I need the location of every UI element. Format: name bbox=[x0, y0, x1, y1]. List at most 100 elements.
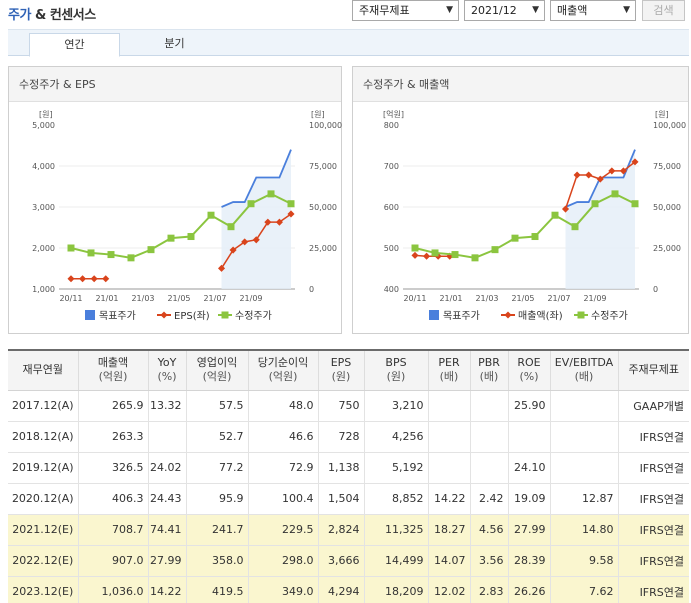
x-tick-label: 21/09 bbox=[583, 294, 606, 303]
title-separator: & bbox=[30, 8, 50, 23]
left-tick-label: 400 bbox=[384, 285, 399, 294]
table-header-row: 재무연월 매출액 (억원) YoY (%) 영업이익 (억원) 당기순이익 (억원) EPS (원)… bbox=[8, 350, 689, 391]
left-tick-label: 2,000 bbox=[32, 244, 55, 253]
legend-left-label: EPS(좌) bbox=[174, 310, 210, 322]
table-cell: 46.6 bbox=[247, 421, 318, 453]
price-point bbox=[411, 244, 419, 252]
period-select[interactable]: 2021/12 ▼ bbox=[464, 0, 545, 21]
table-cell: 28.39 bbox=[507, 545, 550, 577]
header-label: 재무연월 bbox=[22, 363, 63, 377]
top-bar: 주가 & 컨센서스 주재무제표 ▼ 2021/12 ▼ 매출액 ▼ 검색 bbox=[0, 0, 691, 26]
price-point bbox=[491, 246, 499, 254]
header-unit: (배) bbox=[479, 370, 499, 384]
tab-annual[interactable]: 연간 bbox=[29, 33, 120, 57]
x-tick-label: 20/11 bbox=[403, 294, 426, 303]
header-label: PER bbox=[438, 356, 460, 370]
table-cell: 1,504 bbox=[317, 483, 364, 515]
table-cell: 14.22 bbox=[427, 483, 470, 515]
x-tick-label: 21/05 bbox=[167, 294, 190, 303]
table-cell: 9.58 bbox=[549, 545, 618, 577]
target-price-area bbox=[221, 149, 291, 289]
right-tick-label: 100,000 bbox=[653, 121, 686, 130]
title-consensus: 컨센서스 bbox=[49, 8, 96, 23]
eps-point bbox=[241, 238, 249, 246]
header-unit: (%) bbox=[157, 370, 177, 384]
header-unit: (원) bbox=[386, 370, 406, 384]
sales-point bbox=[608, 167, 616, 175]
eps-point bbox=[229, 246, 237, 254]
header-unit: (원) bbox=[331, 370, 351, 384]
price-point bbox=[531, 233, 539, 241]
header-label: ROE bbox=[517, 356, 541, 370]
target-price-area bbox=[565, 149, 635, 289]
price-point bbox=[631, 200, 639, 208]
price-point bbox=[167, 234, 175, 242]
table-cell: IFRS연결 bbox=[617, 576, 689, 603]
legend-price-marker bbox=[577, 311, 585, 319]
table-cell: 1,138 bbox=[317, 452, 364, 484]
table-row: 2017.12(A) 265.9 13.32 57.5 48.0 750 3,210 25.9… bbox=[8, 390, 689, 422]
table-cell: 14.07 bbox=[427, 545, 470, 577]
basis-select-value: 주재무제표 bbox=[359, 4, 410, 17]
chevron-down-icon: ▼ bbox=[446, 5, 453, 15]
table-cell: 25.90 bbox=[507, 390, 550, 422]
search-button[interactable]: 검색 bbox=[642, 0, 685, 21]
table-cell: 72.9 bbox=[247, 452, 318, 484]
table-cell: 18,209 bbox=[363, 576, 428, 603]
sales-price-chart: [억원] [원] 800 700 600 500 400 100,000 75,000 50,00… bbox=[383, 109, 686, 322]
right-tick-label: 0 bbox=[309, 285, 314, 294]
right-tick-label: 50,000 bbox=[653, 203, 681, 212]
price-point bbox=[451, 251, 459, 259]
table-header-cell: ROE (%) bbox=[507, 350, 550, 391]
left-tick-label: 500 bbox=[384, 244, 399, 253]
table-cell: 708.7 bbox=[77, 514, 148, 546]
table-cell: 18.27 bbox=[427, 514, 470, 546]
table-cell: 2021.12(E) bbox=[8, 514, 78, 546]
sales-point bbox=[573, 171, 581, 179]
table-cell: 77.2 bbox=[185, 452, 248, 484]
table-cell: 8,852 bbox=[363, 483, 428, 515]
table-cell: 14.22 bbox=[147, 576, 186, 603]
legend-left-marker bbox=[504, 311, 512, 319]
x-tick-label: 21/05 bbox=[511, 294, 534, 303]
table-cell: 74.41 bbox=[147, 514, 186, 546]
x-tick-label: 21/03 bbox=[475, 294, 498, 303]
right-tick-label: 75,000 bbox=[653, 162, 681, 171]
legend-price-marker bbox=[221, 311, 229, 319]
left-unit-label: [원] bbox=[39, 110, 53, 119]
legend-target-label: 목표주가 bbox=[443, 310, 480, 322]
right-tick-label: 75,000 bbox=[309, 162, 337, 171]
table-cell: GAAP개별 bbox=[617, 390, 689, 422]
eps-point bbox=[79, 275, 87, 283]
price-point bbox=[107, 251, 115, 259]
table-cell bbox=[549, 421, 618, 453]
basis-select[interactable]: 주재무제표 ▼ bbox=[352, 0, 459, 21]
table-cell: 2020.12(A) bbox=[8, 483, 78, 515]
table-cell: 27.99 bbox=[147, 545, 186, 577]
left-tick-label: 600 bbox=[384, 203, 399, 212]
table-cell: 2.42 bbox=[469, 483, 508, 515]
metric-select[interactable]: 매출액 ▼ bbox=[550, 0, 636, 21]
legend-target-swatch bbox=[429, 310, 439, 320]
table-cell: IFRS연결 bbox=[617, 545, 689, 577]
header-unit: (억원) bbox=[98, 370, 128, 384]
table-cell: 3,210 bbox=[363, 390, 428, 422]
right-tick-label: 25,000 bbox=[309, 244, 337, 253]
table-cell: 298.0 bbox=[247, 545, 318, 577]
table-row: 2022.12(E) 907.0 27.99 358.0 298.0 3,666 14,49… bbox=[8, 545, 689, 577]
eps-point bbox=[287, 210, 295, 218]
table-cell: 2,824 bbox=[317, 514, 364, 546]
table-row: 2021.12(E) 708.7 74.41 241.7 229.5 2,824 11,32… bbox=[8, 514, 689, 546]
header-unit: (%) bbox=[519, 370, 539, 384]
table-cell: IFRS연결 bbox=[617, 421, 689, 453]
table-cell: 48.0 bbox=[247, 390, 318, 422]
eps-point bbox=[275, 218, 283, 226]
tab-quarterly[interactable]: 분기 bbox=[164, 37, 185, 50]
table-cell bbox=[549, 390, 618, 422]
table-cell: 57.5 bbox=[185, 390, 248, 422]
header-unit: (배) bbox=[574, 370, 594, 384]
table-cell: 11,325 bbox=[363, 514, 428, 546]
page-title: 주가 & 컨센서스 bbox=[8, 4, 96, 23]
table-cell: 14.80 bbox=[549, 514, 618, 546]
table-cell: 4,294 bbox=[317, 576, 364, 603]
